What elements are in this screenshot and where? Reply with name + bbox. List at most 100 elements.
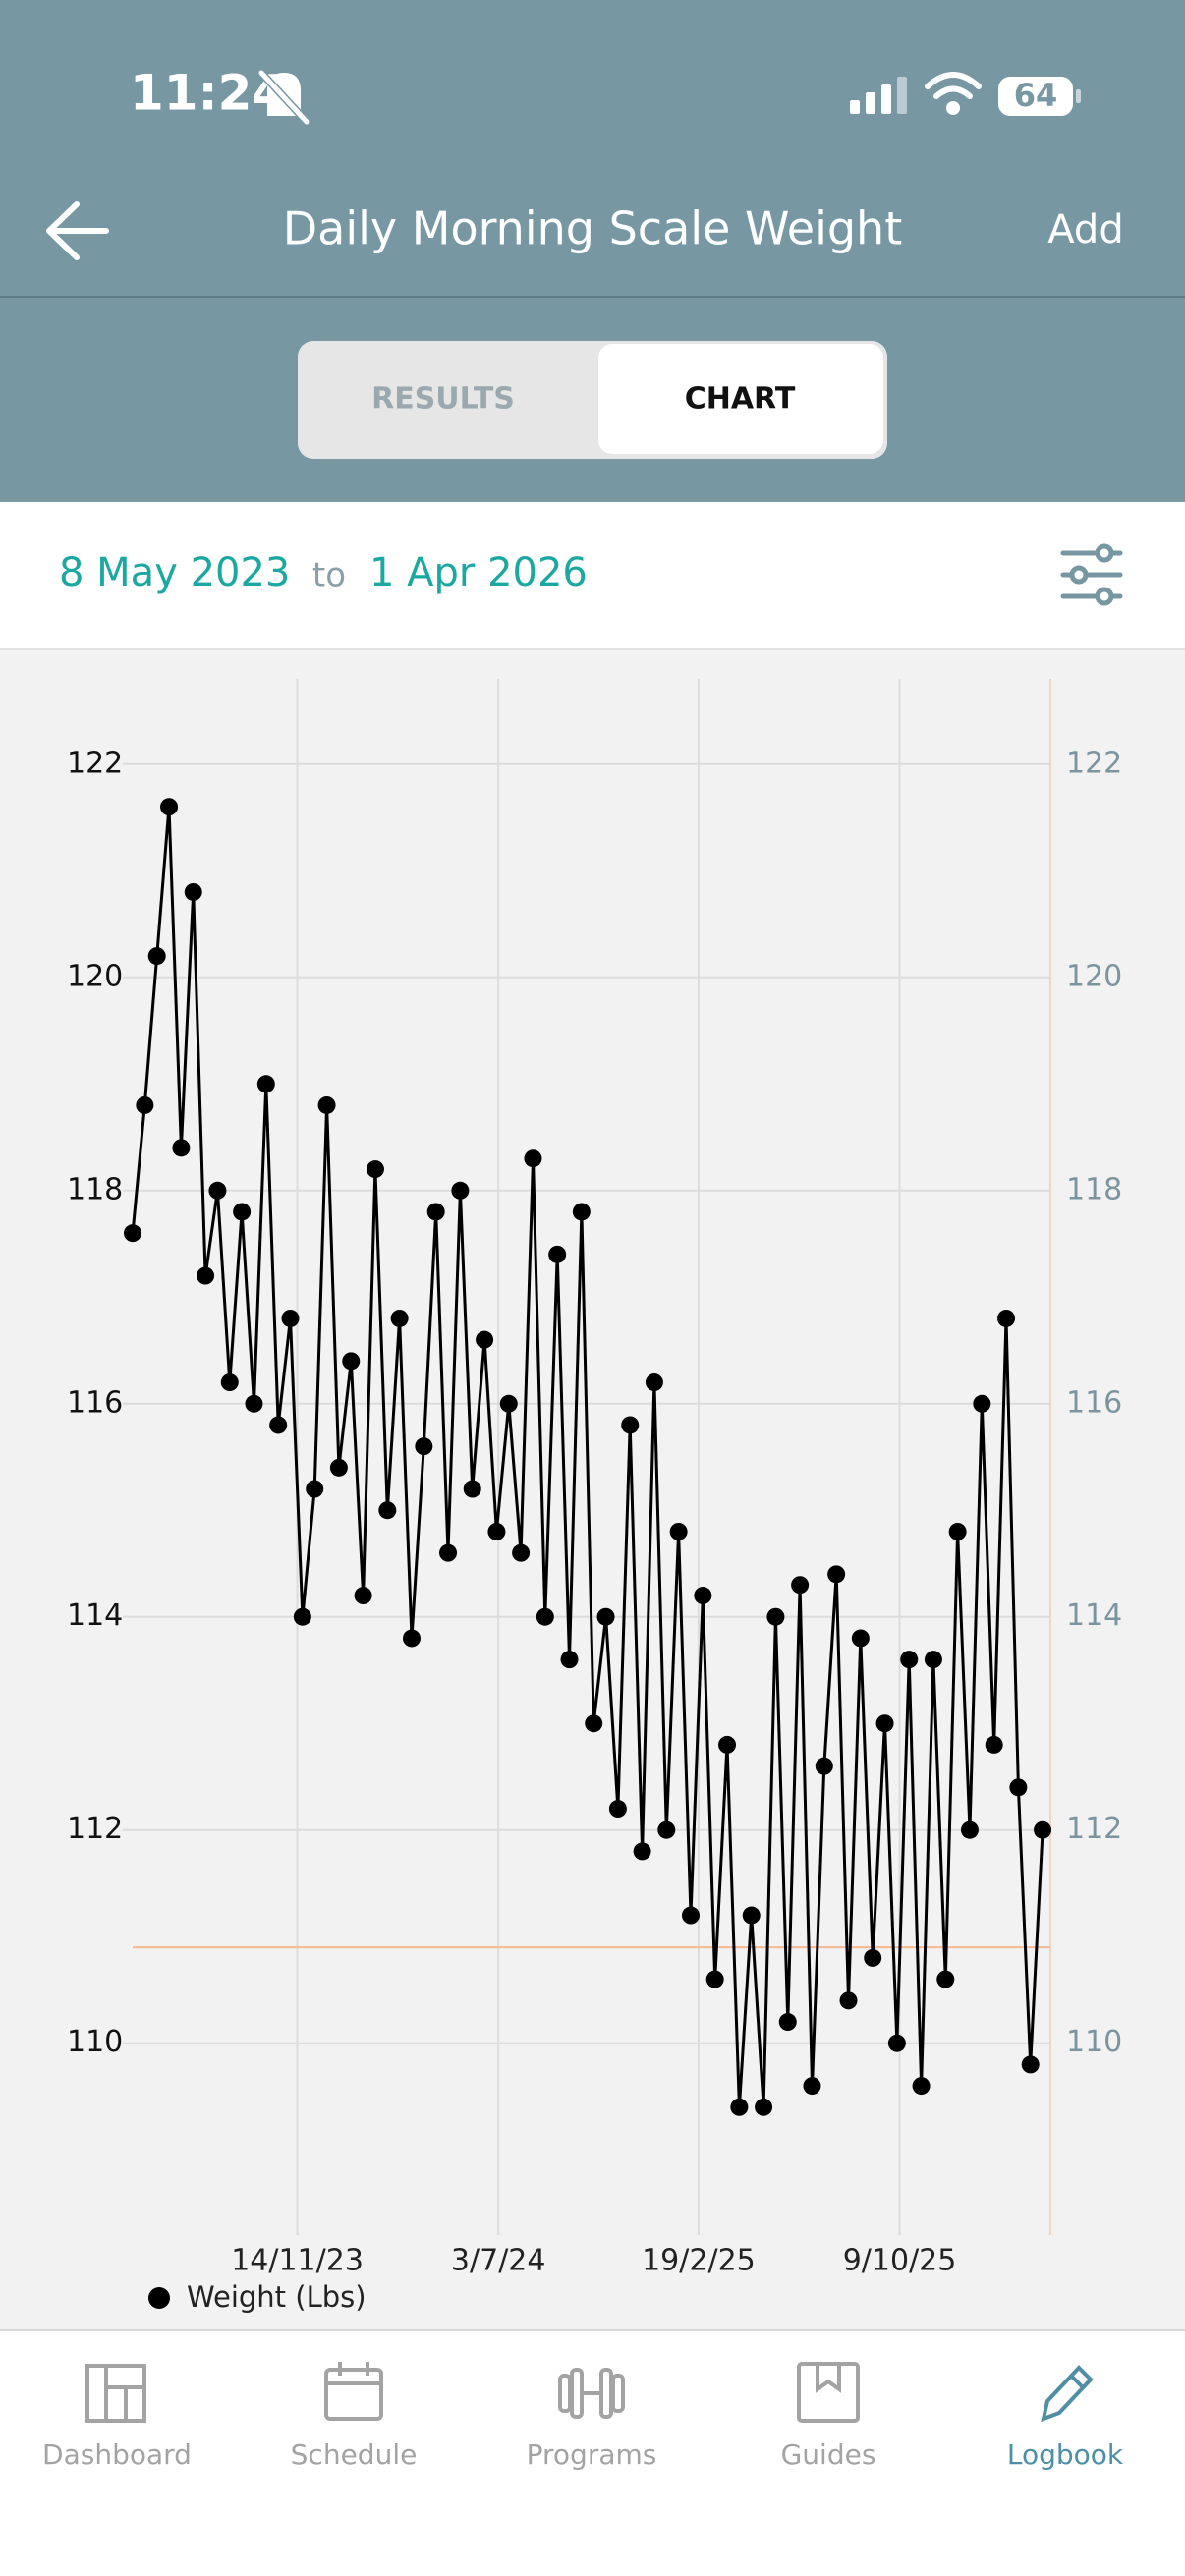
- y2-tick-label: 112: [1066, 1812, 1122, 1846]
- data-point: [306, 1480, 324, 1498]
- data-point: [124, 1224, 141, 1243]
- x-tick-label: 14/11/23: [231, 2244, 364, 2278]
- data-point: [512, 1543, 531, 1562]
- data-point: [233, 1203, 252, 1221]
- data-point: [390, 1309, 409, 1327]
- y-tick-label: 110: [67, 2025, 123, 2059]
- nav-label[interactable]: Programs: [527, 2438, 657, 2471]
- data-point: [463, 1480, 481, 1498]
- tab-bar: [0, 2330, 1185, 2576]
- y2-tick-label: 110: [1066, 2025, 1122, 2059]
- programs-icon: [558, 2368, 625, 2419]
- add-button[interactable]: Add: [1047, 207, 1123, 252]
- data-point: [476, 1330, 494, 1349]
- data-point: [875, 1714, 894, 1733]
- chart-tab[interactable]: CHART: [685, 382, 796, 417]
- filter-button[interactable]: [1060, 543, 1123, 606]
- data-point: [681, 1906, 700, 1925]
- data-point: [147, 947, 166, 966]
- data-point: [985, 1735, 1003, 1754]
- data-point: [924, 1651, 942, 1669]
- data-point: [633, 1842, 651, 1861]
- data-point: [317, 1095, 336, 1114]
- data-point: [621, 1416, 640, 1434]
- x-tick-label: 9/10/25: [843, 2244, 957, 2278]
- data-point: [426, 1203, 445, 1221]
- data-point: [256, 1075, 275, 1093]
- nav-icons: [85, 2362, 1094, 2423]
- data-point: [657, 1820, 676, 1839]
- date-separator: to: [312, 556, 346, 595]
- y2-tick-label: 122: [1066, 746, 1122, 780]
- battery-tip: [1076, 89, 1081, 103]
- nav-label[interactable]: Schedule: [291, 2438, 418, 2471]
- page-title: Daily Morning Scale Weight: [283, 202, 903, 255]
- data-point: [536, 1607, 554, 1626]
- date-to[interactable]: 1 Apr 2026: [369, 550, 588, 595]
- data-point: [585, 1714, 603, 1733]
- battery-level: 64: [1014, 77, 1058, 114]
- data-point: [354, 1587, 372, 1605]
- x-tick-label: 19/2/25: [642, 2244, 756, 2278]
- data-point: [269, 1416, 288, 1434]
- data-point: [936, 1970, 955, 1988]
- data-point: [1034, 1820, 1052, 1839]
- data-point: [160, 798, 179, 816]
- signal-icon: [850, 77, 907, 114]
- data-point: [960, 1820, 979, 1839]
- data-point: [791, 1576, 810, 1595]
- data-point: [487, 1522, 506, 1540]
- wifi-icon: [925, 72, 982, 115]
- y-tick-label: 112: [67, 1812, 123, 1846]
- data-point: [694, 1587, 712, 1605]
- chart: 14/11/23 3/7/24 19/2/25 9/10/25 110 112 114 116…: [67, 679, 1122, 2314]
- legend-marker: [148, 2287, 170, 2309]
- legend-label: Weight (Lbs): [187, 2280, 367, 2314]
- dashboard-icon: [85, 2364, 146, 2423]
- data-point: [172, 1139, 191, 1157]
- nav-labels: Dashboard Schedule Programs Guides Logbook: [42, 2438, 1124, 2471]
- data-point: [572, 1203, 591, 1221]
- data-point: [439, 1543, 458, 1562]
- data-point: [766, 1607, 785, 1626]
- data-point: [342, 1352, 361, 1371]
- data-point: [730, 2098, 749, 2116]
- data-point: [548, 1245, 567, 1263]
- y2-tick-label: 120: [1066, 959, 1122, 993]
- data-point: [293, 1607, 311, 1626]
- data-point: [608, 1800, 627, 1819]
- data-point: [560, 1651, 579, 1669]
- date-from[interactable]: 8 May 2023: [59, 550, 290, 595]
- battery-icon: [998, 77, 1073, 116]
- nav-label[interactable]: Logbook: [1007, 2438, 1124, 2471]
- y2-tick-label: 116: [1066, 1385, 1122, 1420]
- y2-tick-label: 114: [1066, 1598, 1122, 1633]
- guides-icon: [797, 2362, 860, 2423]
- data-point: [645, 1373, 663, 1392]
- data-point: [245, 1394, 263, 1413]
- data-point: [197, 1266, 215, 1285]
- y-tick-label: 120: [67, 959, 123, 993]
- mute-icon: [257, 69, 310, 126]
- date-bar: [0, 502, 1185, 649]
- data-point: [718, 1735, 737, 1754]
- nav-label[interactable]: Guides: [781, 2438, 876, 2471]
- y-tick-label: 118: [67, 1172, 123, 1206]
- logbook-icon: [1041, 2365, 1094, 2423]
- data-point: [451, 1181, 470, 1200]
- back-button[interactable]: [46, 201, 109, 260]
- data-point: [839, 1991, 858, 2010]
- data-point: [900, 1651, 919, 1669]
- data-point: [366, 1160, 384, 1179]
- data-point: [755, 2098, 773, 2116]
- data-point: [705, 1970, 724, 1988]
- data-point: [415, 1437, 433, 1456]
- results-tab[interactable]: RESULTS: [371, 382, 515, 417]
- data-point: [997, 1309, 1016, 1327]
- y2-tick-label: 118: [1066, 1172, 1122, 1206]
- data-point: [402, 1629, 421, 1648]
- nav-label[interactable]: Dashboard: [42, 2438, 192, 2471]
- data-point: [184, 882, 202, 901]
- chart-bg: [0, 649, 1185, 2330]
- data-point: [973, 1394, 991, 1413]
